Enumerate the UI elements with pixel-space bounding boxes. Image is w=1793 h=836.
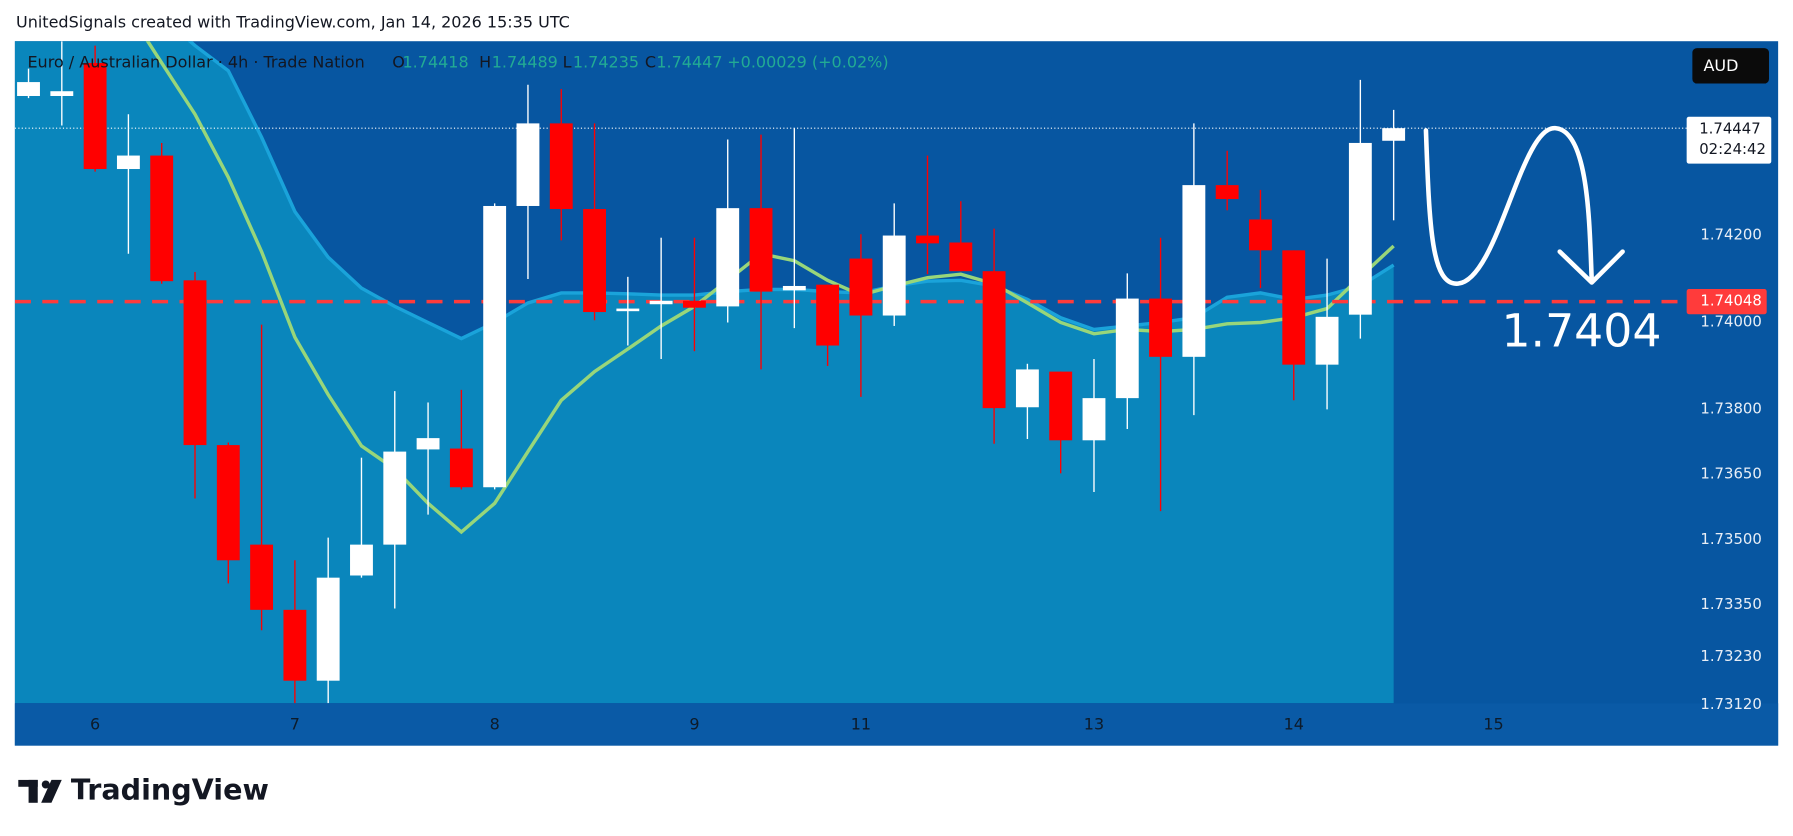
arrow-head [1557, 249, 1625, 285]
time-axis [14, 703, 1779, 746]
plot-area [14, 41, 1687, 704]
candle-body [316, 577, 340, 681]
x-tick-label: 8 [490, 715, 500, 734]
tradingview-logo-icon [18, 779, 62, 803]
candle-body [283, 609, 307, 681]
candle-body [683, 300, 706, 308]
candle-body [916, 235, 939, 244]
logo-bar [18, 779, 38, 787]
candle-body [816, 284, 840, 346]
y-tick-label: 1.74200 [1700, 226, 1761, 244]
header-text: UnitedSignals created with TradingView.c… [16, 12, 570, 31]
candle-body [1382, 128, 1406, 141]
logo-slash [41, 779, 62, 803]
candle-body [949, 242, 973, 272]
candle-body [849, 258, 873, 316]
y-tick-label: 1.73650 [1700, 465, 1761, 483]
legend-open-letter: O [392, 52, 405, 71]
countdown-label: 02:24:42 [1699, 140, 1766, 158]
y-tick-label: 1.74000 [1700, 312, 1761, 330]
target-annotation: 1.7404 [1501, 304, 1661, 357]
band-area [14, 41, 1394, 704]
candle-body [516, 123, 540, 206]
candle-body [583, 209, 606, 313]
candle-body [549, 123, 573, 210]
projection-arrow [1423, 125, 1595, 286]
legend-open: 1.74418 [403, 52, 469, 71]
y-tick-label: 1.73350 [1700, 595, 1761, 613]
candle-body [1049, 371, 1073, 441]
logo-stem [28, 779, 38, 803]
legend-change: +0.00029 (+0.02%) [727, 52, 888, 71]
y-tick-label: 1.73800 [1700, 399, 1761, 417]
legend-low: 1.74235 [573, 52, 639, 71]
candle-body [83, 62, 107, 170]
currency-label[interactable]: AUD [1703, 56, 1738, 75]
candle-body [383, 451, 407, 545]
candle-body [982, 271, 1006, 409]
footer-logo: TradingView [71, 772, 269, 806]
logo-dot [41, 780, 50, 789]
symbol-title: Euro / Australian Dollar · 4h · Trade Na… [27, 52, 364, 71]
x-tick-label: 13 [1084, 715, 1104, 734]
x-tick-label: 6 [90, 715, 100, 734]
y-tick-label: 1.73120 [1700, 695, 1761, 713]
candle-body [183, 280, 207, 446]
candle-body [50, 91, 74, 96]
candle-body [1348, 142, 1372, 315]
candle-body [150, 155, 174, 282]
candle-body [1015, 369, 1039, 408]
alert-price-badge [1686, 289, 1767, 315]
x-tick-label: 7 [290, 715, 300, 734]
candle-body [882, 235, 906, 316]
candle-body [649, 300, 673, 305]
candle-body [616, 308, 640, 312]
legend-close: 1.74447 [656, 52, 722, 71]
legend-high: 1.74489 [492, 52, 558, 71]
x-tick-label: 14 [1284, 715, 1304, 734]
candle-body [216, 445, 240, 561]
legend-high-letter: H [479, 52, 491, 71]
candle-body [449, 448, 473, 488]
candle-body [116, 155, 140, 170]
candle-body [1282, 250, 1306, 365]
candle-body [1082, 398, 1106, 441]
candle-body [716, 208, 740, 307]
candle-body [1182, 185, 1206, 357]
candle-body [250, 544, 274, 610]
legend-low-letter: L [563, 52, 572, 71]
y-tick-label: 1.73230 [1700, 647, 1761, 665]
overlay: 1.74200 1.74000 1.73800 1.73650 1.73500 1.733… [90, 116, 1772, 734]
x-tick-label: 11 [851, 715, 871, 734]
candle-body [1115, 298, 1139, 399]
candle-body [1215, 185, 1239, 200]
candle-body [1249, 219, 1272, 251]
candle-body [749, 208, 773, 292]
candle-body [782, 285, 806, 291]
legend-close-letter: C [645, 52, 656, 71]
candle-body [350, 544, 373, 576]
currency-badge[interactable] [1692, 48, 1769, 84]
current-price-badge [1686, 116, 1772, 164]
indicator-line [145, 41, 1395, 535]
alert-price-label: 1.74048 [1700, 292, 1761, 310]
x-tick-label: 15 [1483, 715, 1503, 734]
x-tick-label: 9 [689, 715, 699, 734]
candle-body [1315, 316, 1339, 365]
candle-body [483, 205, 507, 488]
candle-body [17, 82, 40, 96]
candle-body [416, 438, 440, 450]
current-price-label: 1.74447 [1699, 119, 1760, 137]
candle-body [1149, 298, 1173, 357]
y-tick-label: 1.73500 [1700, 530, 1761, 548]
